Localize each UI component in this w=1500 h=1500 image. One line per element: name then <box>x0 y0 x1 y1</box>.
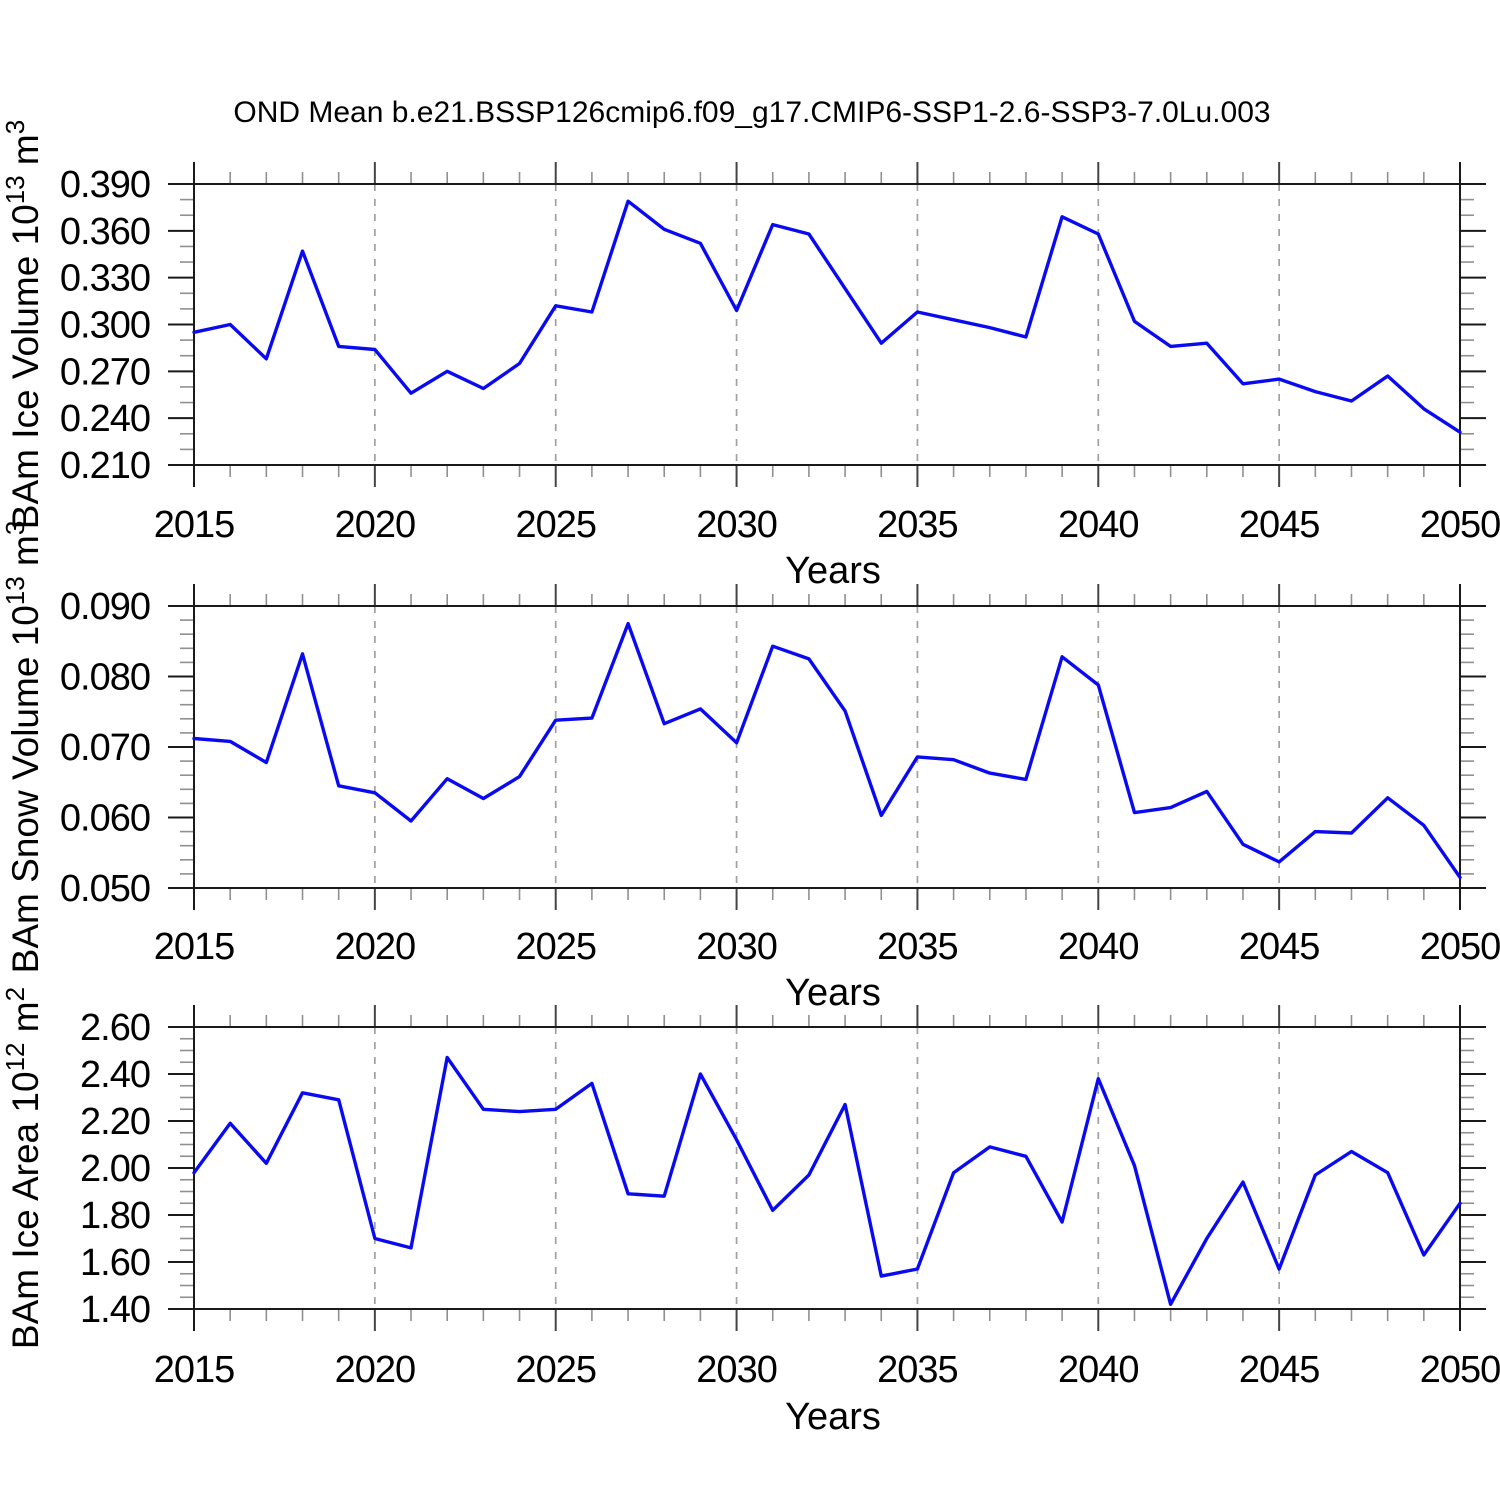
x-tick-label: 2035 <box>877 926 958 968</box>
x-tick-label: 2025 <box>515 504 596 546</box>
x-tick-label: 2040 <box>1058 926 1139 968</box>
panel-snow-volume: 0.050 0.060 0.070 0.080 0.090 2015 2020 2025 203… <box>0 521 1500 1014</box>
y-tick-label: 0.330 <box>60 258 150 300</box>
x-tick-label: 2020 <box>335 504 416 546</box>
y-tick-label: 2.40 <box>80 1054 150 1096</box>
x-tick-label: 2040 <box>1058 1349 1139 1391</box>
x-tick-label: 2015 <box>154 1349 235 1391</box>
x-tick-label: 2015 <box>154 926 235 968</box>
x-tick-label: 2050 <box>1420 504 1500 546</box>
y-tick-label: 2.60 <box>80 1007 150 1049</box>
y-tick-label: 0.070 <box>60 727 150 769</box>
y-tick-label: 0.270 <box>60 351 150 393</box>
x-tick-label: 2020 <box>335 926 416 968</box>
y-tick-label: 1.80 <box>80 1195 150 1237</box>
y-tick-label: 0.300 <box>60 305 150 347</box>
y-tick-label: 0.360 <box>60 211 150 253</box>
y-tick-label: 0.050 <box>60 868 150 910</box>
figure-title: OND Mean b.e21.BSSP126cmip6.f09_g17.CMIP… <box>233 96 1270 129</box>
series-line <box>192 199 1462 434</box>
x-tick-label: 2020 <box>335 1349 416 1391</box>
y-tick-label: 1.60 <box>80 1242 150 1284</box>
y-axis-title: BAm Snow Volume 1013 m3 <box>0 521 46 974</box>
panel-ice-area: 1.40 1.60 1.80 2.00 2.20 2.40 2.60 2015 2020 2025… <box>0 987 1500 1438</box>
x-tick-label: 2030 <box>696 926 777 968</box>
x-tick-label: 2040 <box>1058 504 1139 546</box>
x-axis-title: Years <box>785 972 881 1014</box>
x-tick-label: 2035 <box>877 504 958 546</box>
x-tick-label: 2045 <box>1239 1349 1320 1391</box>
series-line <box>192 621 1462 880</box>
x-axis-title: Years <box>785 1396 881 1438</box>
y-tick-label: 2.00 <box>80 1148 150 1190</box>
x-axis-title: Years <box>785 550 881 592</box>
x-tick-label: 2035 <box>877 1349 958 1391</box>
y-axis-title: BAm Ice Volume 1013 m3 <box>0 120 46 529</box>
y-tick-label: 0.210 <box>60 445 150 487</box>
y-axis-title: BAm Ice Area 1012 m2 <box>0 987 46 1349</box>
x-tick-label: 2025 <box>515 1349 596 1391</box>
y-tick-label: 0.090 <box>60 586 150 628</box>
x-tick-label: 2045 <box>1239 504 1320 546</box>
y-tick-label: 2.20 <box>80 1101 150 1143</box>
x-tick-label: 2030 <box>696 504 777 546</box>
y-tick-label: 0.240 <box>60 398 150 440</box>
x-tick-label: 2045 <box>1239 926 1320 968</box>
series-line <box>192 1055 1462 1307</box>
y-tick-label: 0.080 <box>60 657 150 699</box>
x-tick-label: 2050 <box>1420 926 1500 968</box>
y-tick-label: 1.40 <box>80 1289 150 1331</box>
x-tick-label: 2030 <box>696 1349 777 1391</box>
y-tick-label: 0.390 <box>60 164 150 206</box>
x-tick-label: 2025 <box>515 926 596 968</box>
x-tick-label: 2015 <box>154 504 235 546</box>
y-tick-label: 0.060 <box>60 798 150 840</box>
x-tick-label: 2050 <box>1420 1349 1500 1391</box>
